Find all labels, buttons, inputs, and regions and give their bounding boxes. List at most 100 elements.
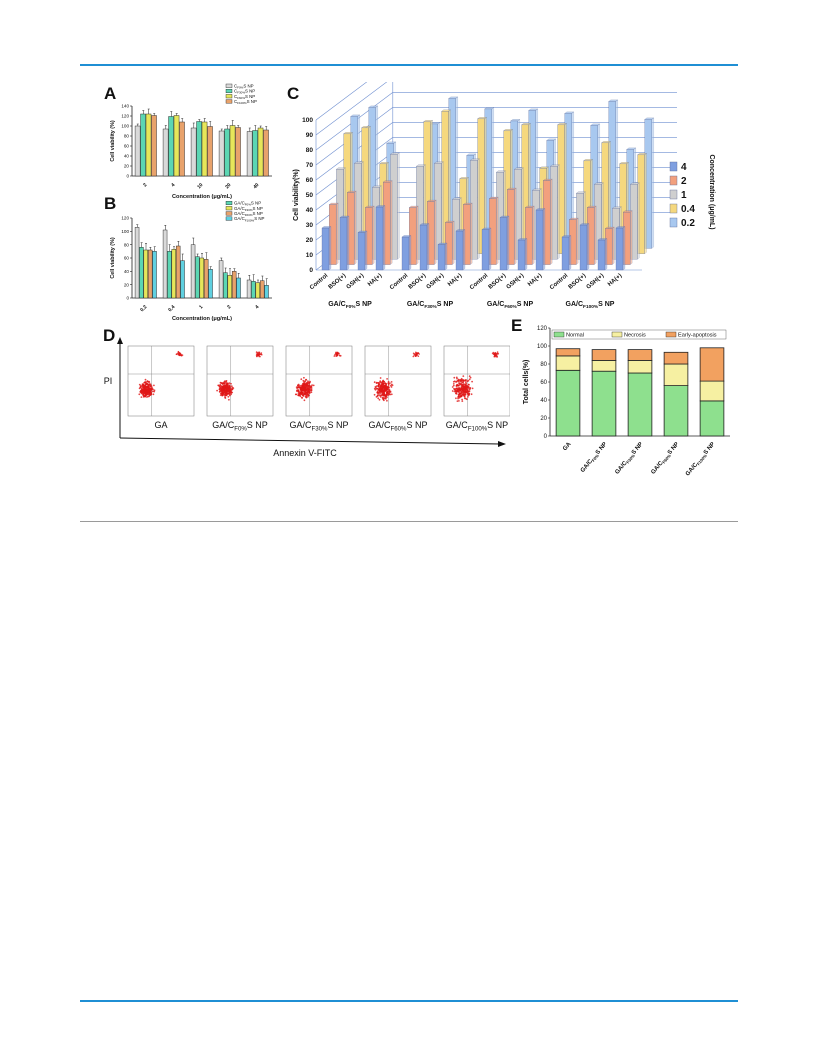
flow-dot <box>382 382 385 385</box>
flow-dot <box>458 391 460 394</box>
legend-swatch <box>553 331 565 338</box>
flow-dot <box>466 392 469 395</box>
bar <box>143 249 149 299</box>
flow-dot <box>256 355 258 358</box>
bar <box>168 116 174 177</box>
flow-dot <box>142 395 145 398</box>
flow-dot <box>227 382 229 385</box>
flow-dot <box>223 393 226 396</box>
legend-label: 4 <box>681 162 687 173</box>
flow-plot-frame <box>206 345 274 417</box>
legend-label: 2 <box>681 176 687 187</box>
legend-swatch <box>669 203 678 214</box>
flow-dot <box>459 389 461 392</box>
bar <box>227 275 233 299</box>
legend-swatch <box>669 175 678 186</box>
flow-dot <box>226 390 229 393</box>
legend-swatch <box>611 331 623 338</box>
flow-dot <box>152 393 155 396</box>
x-tick-label: 2 <box>226 304 232 310</box>
x-tick-label: GA <box>562 441 573 452</box>
flow-dot <box>496 351 499 353</box>
flow-dot <box>301 385 304 387</box>
flow-dot <box>467 394 470 397</box>
legend-label: GA/CF30%S NP <box>234 206 263 212</box>
flow-plot-label: GA/CF30%S NP <box>290 420 349 432</box>
bar <box>180 260 185 299</box>
flow-dot <box>303 385 306 388</box>
panel-label-e: E <box>511 316 523 335</box>
flow-dot <box>147 385 150 387</box>
x-tick-label: GA/CF60%S NP <box>650 441 680 476</box>
bar <box>264 285 269 299</box>
flow-dot <box>451 386 454 388</box>
flow-dot <box>378 391 380 394</box>
flow-dot <box>457 397 459 400</box>
flow-dot <box>375 381 378 384</box>
legend-label: CF60%S NP <box>234 94 255 100</box>
flow-dot <box>381 386 384 389</box>
flow-dot <box>304 380 307 383</box>
flow-dot <box>382 398 385 401</box>
bar <box>224 128 230 177</box>
legend-swatch <box>669 217 678 228</box>
x-tick-label: 0.2 <box>139 304 148 313</box>
legend-swatch <box>225 94 233 99</box>
y-tick-label: 140 <box>121 104 129 109</box>
bar-front <box>357 232 366 271</box>
bar-side <box>532 205 535 265</box>
condition-label: BSO(+) <box>488 273 508 291</box>
bar-front <box>535 209 544 271</box>
flow-dot <box>464 388 466 391</box>
flow-dot <box>300 388 302 391</box>
legend-label: GA/CF100%S NP <box>234 216 265 222</box>
flow-dot <box>386 399 388 402</box>
bar <box>201 121 208 177</box>
flow-dot <box>219 392 222 395</box>
condition-label: GSH(+) <box>506 273 526 291</box>
bar-side <box>637 182 640 260</box>
bar <box>252 130 258 177</box>
flow-dot <box>299 386 301 388</box>
flow-dot <box>308 390 310 393</box>
x-axis-label: Concentration (μg/mL) <box>172 194 232 200</box>
condition-label: GSH(+) <box>346 273 366 291</box>
legend-swatch <box>669 189 678 200</box>
x-tick-label: 0.4 <box>167 304 176 313</box>
flow-dot <box>217 384 220 387</box>
flow-dot <box>416 352 419 354</box>
legend-label: Necrosis <box>624 333 646 339</box>
y-tick-label: 100 <box>121 124 129 129</box>
bar <box>199 257 205 299</box>
flow-plot-label: GA/CF60%S NP <box>369 420 428 432</box>
stacked-bar-segment <box>591 360 617 372</box>
y-tick-label: 80 <box>124 134 130 139</box>
bar-front <box>499 217 508 271</box>
flow-dot <box>308 382 311 384</box>
bar-side <box>488 227 492 271</box>
flow-dot <box>455 392 457 395</box>
bar-side <box>346 215 350 271</box>
flow-dot <box>223 395 226 397</box>
bar-front <box>615 227 624 271</box>
flow-dot <box>180 354 182 356</box>
flow-dot <box>384 394 387 397</box>
flow-dot <box>146 396 148 398</box>
flow-dot <box>141 390 144 393</box>
bar-front <box>455 230 464 271</box>
bar-side <box>364 230 368 271</box>
flow-dot <box>257 353 260 356</box>
flow-dot <box>295 386 298 388</box>
x-tick-label: 4 <box>254 304 260 310</box>
x-tick-label: 2 <box>142 182 148 188</box>
chart-a: 0 20 40 60 80 100 120 140 2 4 10 20 40 Cell viability… <box>110 83 272 200</box>
stacked-bar-segment <box>627 372 653 437</box>
bar-side <box>390 180 393 265</box>
flow-dot <box>471 387 474 390</box>
flow-dot <box>230 382 232 385</box>
legend-swatch <box>225 216 233 221</box>
x-axis-arrow <box>498 441 506 447</box>
bar-side <box>524 238 528 271</box>
flow-dot <box>382 391 385 393</box>
bar-front <box>579 224 588 271</box>
